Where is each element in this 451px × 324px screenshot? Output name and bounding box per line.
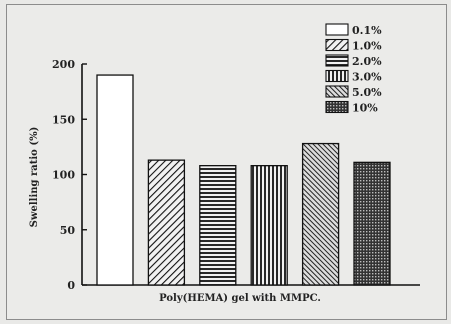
legend-label: 1.0%: [352, 40, 382, 53]
x-axis-label: Poly(HEMA) gel with MMPC.: [159, 293, 321, 304]
legend-swatch-0.1%: [325, 23, 349, 36]
legend-swatch-3.0%: [325, 69, 349, 83]
legend-label: 2.0%: [352, 55, 382, 68]
legend-swatch-10%: [325, 100, 349, 114]
bar-0.1%: [96, 74, 134, 286]
y-tick-label: 200: [52, 58, 75, 71]
bars: [96, 74, 391, 286]
y-tick-label: 100: [52, 169, 75, 182]
y-tick-label: 0: [67, 279, 75, 292]
bar-1.0%: [147, 159, 186, 286]
legend-swatch-2.0%: [325, 54, 349, 67]
bar-10%: [353, 161, 391, 286]
bar-3.0%: [250, 165, 288, 286]
bar-2.0%: [199, 165, 237, 286]
y-tick-label: 50: [60, 224, 76, 237]
y-tick-label: 150: [52, 113, 75, 126]
legend: 0.1% 1.0% 2.0% 3.0% 5.0% 10%: [325, 23, 382, 115]
legend-swatch-5.0%: [325, 85, 349, 98]
legend-label: 10%: [352, 102, 378, 115]
y-ticks: 0 50 100 150 200: [52, 58, 87, 292]
legend-label: 3.0%: [352, 71, 382, 84]
legend-label: 0.1%: [352, 24, 382, 37]
legend-label: 5.0%: [352, 86, 382, 99]
bar-5.0%: [301, 142, 340, 286]
legend-swatch-1.0%: [325, 38, 349, 52]
y-axis-label: Swelling ratio (%): [29, 127, 40, 228]
